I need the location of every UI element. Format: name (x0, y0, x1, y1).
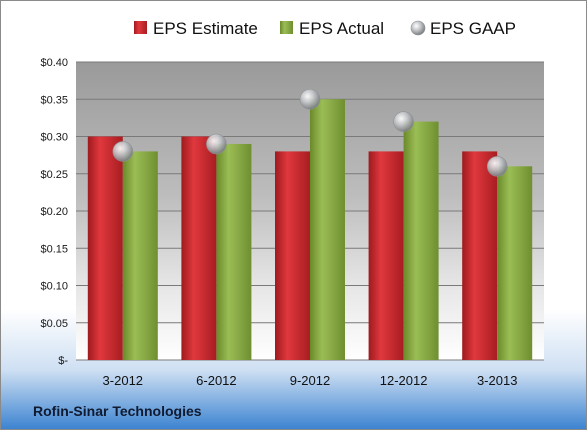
legend-swatch (410, 20, 426, 36)
company-name: Rofin-Sinar Technologies (33, 403, 202, 419)
bar-eps-actual (497, 166, 533, 360)
bar-eps-estimate (181, 136, 217, 360)
x-tick-label: 6-2012 (196, 373, 236, 388)
legend-swatch (134, 21, 147, 34)
legend-swatch (280, 21, 293, 34)
bar-eps-actual (216, 143, 252, 360)
x-tick-label: 12-2012 (380, 373, 428, 388)
y-tick-label: $0.15 (40, 243, 68, 255)
bar-eps-actual (122, 151, 158, 360)
bars (87, 99, 533, 360)
bar-eps-actual (403, 121, 439, 360)
legend-label: EPS Estimate (153, 19, 258, 38)
bar-eps-actual (310, 99, 345, 360)
x-axis: 3-2012 6-2012 9-2012 12-2012 3-2013 (103, 373, 518, 388)
y-tick-label: $0.40 (40, 57, 68, 69)
y-tick-label: $0.10 (40, 281, 68, 293)
marker-eps-gaap (112, 141, 134, 162)
bar-eps-estimate (462, 151, 498, 360)
marker-eps-gaap (206, 133, 227, 155)
x-tick-label: 3-2012 (103, 373, 143, 388)
y-tick-label: $0.25 (40, 169, 68, 181)
x-tick-label: 9-2012 (290, 373, 330, 388)
y-tick-label: $0.30 (40, 132, 68, 144)
y-tick-label: $0.20 (40, 206, 68, 218)
legend-label: EPS GAAP (430, 19, 516, 38)
bar-eps-estimate (87, 136, 123, 360)
marker-eps-gaap (299, 88, 321, 110)
y-tick-label: $- (58, 355, 68, 367)
marker-eps-gaap (486, 156, 508, 177)
bar-eps-estimate (275, 151, 310, 360)
gaap-markers (112, 88, 508, 177)
y-axis: $- $0.05 $0.10 $0.15 $0.20 $0.25 $0.30 $0.35 $0.… (40, 57, 68, 367)
bar-eps-estimate (368, 151, 404, 360)
marker-eps-gaap (393, 111, 414, 132)
legend: EPS Estimate EPS Actual EPS GAAP (134, 19, 516, 38)
y-tick-label: $0.35 (40, 94, 68, 106)
y-tick-label: $0.05 (40, 318, 68, 330)
legend-label: EPS Actual (299, 19, 384, 38)
x-tick-label: 3-2013 (477, 373, 517, 388)
